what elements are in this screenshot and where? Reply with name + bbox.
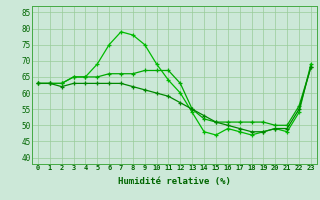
X-axis label: Humidité relative (%): Humidité relative (%) [118,177,231,186]
